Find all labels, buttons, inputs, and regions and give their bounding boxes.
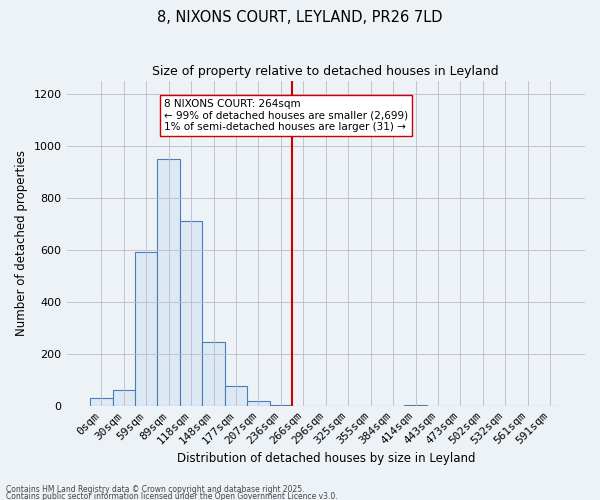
Bar — [225, 386, 247, 406]
Bar — [157, 158, 180, 406]
Bar — [269, 404, 292, 406]
Bar — [247, 400, 269, 406]
Bar — [113, 390, 135, 406]
Text: 8 NIXONS COURT: 264sqm
← 99% of detached houses are smaller (2,699)
1% of semi-d: 8 NIXONS COURT: 264sqm ← 99% of detached… — [164, 99, 408, 132]
Bar — [180, 221, 202, 406]
Text: Contains HM Land Registry data © Crown copyright and database right 2025.: Contains HM Land Registry data © Crown c… — [6, 486, 305, 494]
Bar — [90, 398, 113, 406]
Text: Contains public sector information licensed under the Open Government Licence v3: Contains public sector information licen… — [6, 492, 338, 500]
X-axis label: Distribution of detached houses by size in Leyland: Distribution of detached houses by size … — [176, 452, 475, 465]
Y-axis label: Number of detached properties: Number of detached properties — [15, 150, 28, 336]
Bar — [202, 342, 225, 406]
Title: Size of property relative to detached houses in Leyland: Size of property relative to detached ho… — [152, 65, 499, 78]
Bar — [135, 252, 157, 406]
Bar — [404, 404, 427, 406]
Text: 8, NIXONS COURT, LEYLAND, PR26 7LD: 8, NIXONS COURT, LEYLAND, PR26 7LD — [157, 10, 443, 25]
